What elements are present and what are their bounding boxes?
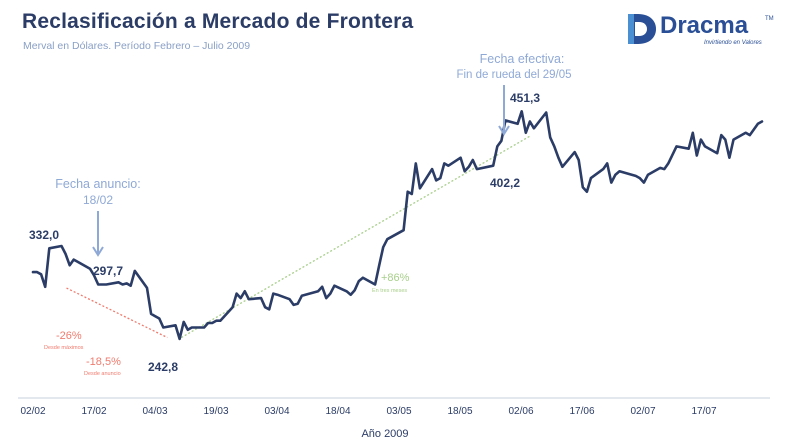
announce-title: Fecha anuncio: (55, 177, 140, 191)
series-group (31, 110, 764, 341)
value-label-451: 451,3 (510, 91, 540, 105)
trend-lines (66, 135, 530, 339)
rise-pct: +86% (381, 272, 410, 284)
logo-tagline: Invirtiendo en Valores (704, 40, 762, 46)
x-tick-label: 17/07 (691, 406, 716, 417)
x-tick-label: 17/02 (81, 406, 106, 417)
drop-max-pct: -26% (56, 330, 82, 342)
drop-announce-desc: Desde anuncio (84, 371, 121, 377)
value-label-402: 402,2 (490, 176, 520, 190)
x-tick-label: 18/04 (325, 406, 350, 417)
dracma-logo-mark-icon (628, 14, 656, 44)
value-label-297: 297,7 (93, 264, 123, 278)
chart-title: Reclasificación a Mercado de Frontera (22, 10, 414, 33)
x-tick-label: 18/05 (447, 406, 472, 417)
x-tick-label: 17/06 (569, 406, 594, 417)
value-label-332: 332,0 (29, 228, 59, 242)
x-tick-label: 04/03 (142, 406, 167, 417)
x-tick-label: 03/05 (386, 406, 411, 417)
x-tick-label: 02/07 (630, 406, 655, 417)
dracma-logo: Dracma TM Invirtiendo en Valores (624, 10, 784, 50)
announce-arrow-icon (92, 211, 104, 257)
effective-date: Fin de rueda del 29/05 (456, 69, 571, 81)
logo-name: Dracma (660, 12, 749, 39)
x-tick-label: 02/06 (508, 406, 533, 417)
x-tick-label: 19/03 (203, 406, 228, 417)
drop-max-desc: Desde máximos (44, 345, 84, 351)
series-line-merval (31, 110, 764, 341)
rise-desc: En tres meses (372, 288, 407, 294)
x-tick-label: 03/04 (264, 406, 289, 417)
effective-title: Fecha efectiva: (480, 52, 565, 66)
x-axis: 02/02 17/02 04/03 19/03 03/04 18/04 03/05 18/05… (18, 397, 770, 417)
chart-subtitle: Merval en Dólares. Período Febrero – Jul… (23, 40, 251, 52)
announce-date: 18/02 (83, 193, 113, 207)
x-axis-title: Año 2009 (361, 428, 408, 440)
drop-announce-pct: -18,5% (86, 356, 121, 368)
value-label-242: 242,8 (148, 360, 178, 374)
logo-trademark: TM (765, 16, 774, 22)
trend-line-decline (66, 287, 168, 339)
trend-line-rise (180, 135, 530, 339)
x-tick-label: 02/02 (20, 406, 45, 417)
effective-arrow-icon (498, 85, 510, 136)
